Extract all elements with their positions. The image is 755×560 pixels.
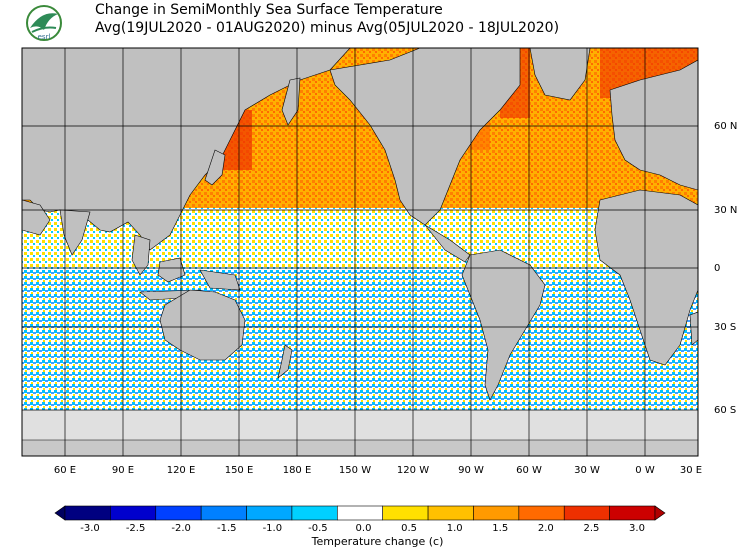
latitude-label: 30 N [714, 205, 737, 216]
longitude-label: 150 E [225, 465, 254, 476]
latitude-labels: 60 N 30 N 0 30 S 60 S [714, 121, 737, 416]
chart-subtitle: Avg(19JUL2020 - 01AUG2020) minus Avg(05J… [95, 20, 560, 36]
scale-swatch [473, 505, 520, 521]
color-scale-bar [54, 505, 666, 521]
svg-text:esrl: esrl [38, 33, 51, 41]
scale-swatch [382, 505, 429, 521]
scale-swatch [155, 505, 202, 521]
scale-swatch [518, 505, 565, 521]
longitude-label: 30 E [680, 465, 702, 476]
scale-tick-label: 2.0 [538, 523, 554, 534]
latitude-label: 60 N [714, 121, 737, 132]
scale-swatch [291, 505, 338, 521]
scale-swatch [427, 505, 474, 521]
scale-tick-label: -1.0 [263, 523, 283, 534]
scale-tick-label: 0.5 [401, 523, 417, 534]
scale-tick-label: -2.0 [171, 523, 191, 534]
scale-swatch [609, 505, 656, 521]
scale-high-arrow [654, 505, 666, 521]
scale-low-arrow [54, 505, 66, 521]
noaa-esrl-logo-icon: esrl [26, 5, 62, 41]
longitude-label: 120 E [167, 465, 196, 476]
longitude-label: 150 W [339, 465, 371, 476]
longitude-labels: 60 E 90 E 120 E 150 E 180 E 150 W 120 W 90 W 60 … [54, 465, 702, 476]
scale-tick-label: 2.5 [583, 523, 599, 534]
scale-tick-label: -0.5 [308, 523, 328, 534]
latitude-label: 0 [714, 263, 720, 274]
longitude-label: 90 E [112, 465, 134, 476]
scale-tick-label: -1.5 [217, 523, 237, 534]
scale-tick-label: -2.5 [126, 523, 146, 534]
latitude-label: 30 S [714, 322, 736, 333]
longitude-label: 180 E [283, 465, 312, 476]
map-field [22, 48, 698, 456]
chart-title: Change in SemiMonthly Sea Surface Temper… [95, 2, 443, 18]
longitude-label: 120 W [397, 465, 429, 476]
graticule [22, 48, 698, 456]
scale-tick-label: 0.0 [356, 523, 372, 534]
color-scale-ticks: -3.0 -2.5 -2.0 -1.5 -1.0 -0.5 0.0 0.5 1.0 1.5 2.0 2… [80, 523, 645, 534]
scale-swatch [563, 505, 610, 521]
longitude-label: 60 W [516, 465, 542, 476]
scale-tick-label: 1.5 [492, 523, 508, 534]
longitude-label: 90 W [458, 465, 484, 476]
scale-tick-label: 3.0 [629, 523, 645, 534]
land-masses [22, 48, 698, 456]
scale-swatch [64, 505, 111, 521]
longitude-label: 0 W [635, 465, 655, 476]
scale-tick-label: -3.0 [80, 523, 100, 534]
scale-swatch [110, 505, 157, 521]
color-scale-title: Temperature change (c) [311, 535, 444, 548]
scale-tick-label: 1.0 [447, 523, 463, 534]
latitude-label: 60 S [714, 405, 736, 416]
map-frame [21, 47, 699, 457]
scale-swatch [200, 505, 247, 521]
longitude-label: 60 E [54, 465, 76, 476]
longitude-label: 30 W [574, 465, 600, 476]
scale-swatch [337, 505, 383, 521]
scale-swatch [246, 505, 293, 521]
